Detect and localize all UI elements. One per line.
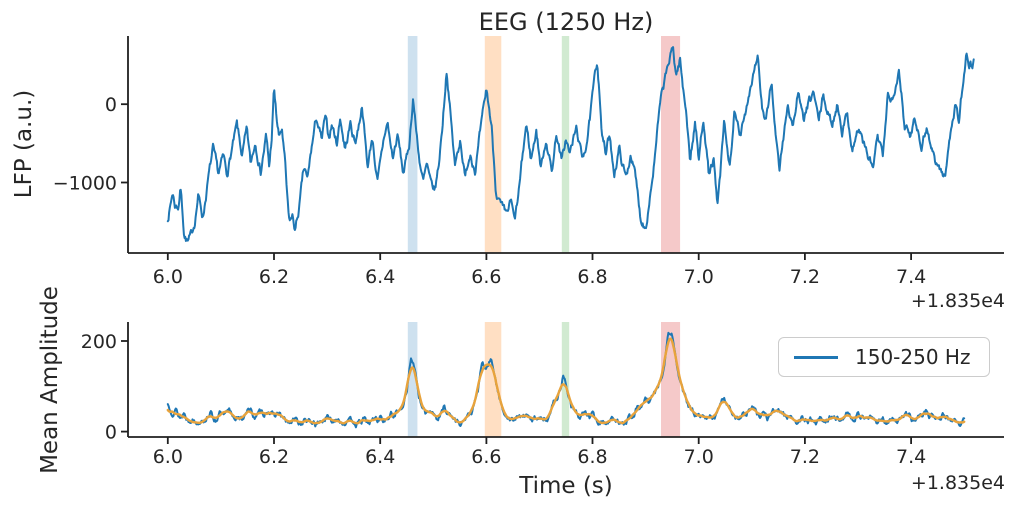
x-tick-label: 6.2	[259, 446, 289, 468]
event-band-1	[407, 36, 418, 253]
event-band-4	[661, 36, 681, 253]
y-tick-label: 200	[81, 331, 117, 353]
event-band-2	[484, 322, 502, 437]
x-tick-label: 6.2	[259, 266, 289, 288]
event-band-1	[407, 322, 418, 437]
bottom-x-axis-offset-text: +1.835e4	[910, 472, 1005, 494]
legend-label: 150-250 Hz	[855, 345, 971, 369]
x-tick-label: 7.0	[684, 266, 714, 288]
amplitude-smoothed-trace	[166, 337, 966, 425]
x-tick-label: 6.0	[153, 266, 183, 288]
x-tick-label: 7.4	[896, 266, 926, 288]
bottom-axes: 6.0 6.2 6.4 6.6 6.8 7.0 7.2 7.4 0 200	[81, 322, 1004, 468]
top-y-axis-label: LFP (a.u.)	[11, 89, 37, 199]
y-tick-label: −1000	[53, 173, 117, 195]
lfp-trace	[166, 46, 975, 242]
bottom-y-axis-label: Mean Amplitude	[37, 286, 63, 474]
chart-title: EEG (1250 Hz)	[478, 8, 654, 36]
x-tick-label: 6.6	[471, 266, 501, 288]
y-tick-label: 0	[105, 94, 117, 116]
x-tick-label: 6.8	[577, 266, 607, 288]
x-tick-label: 7.2	[790, 266, 820, 288]
x-tick-label: 6.6	[471, 446, 501, 468]
x-tick-label: 7.0	[684, 446, 714, 468]
x-tick-label: 6.0	[153, 446, 183, 468]
top-axes: 6.0 6.2 6.4 6.6 6.8 7.0 7.2 7.4 0 −1000	[53, 36, 1004, 288]
x-tick-label: 6.4	[365, 446, 395, 468]
top-x-axis-offset-text: +1.835e4	[910, 290, 1005, 312]
x-axis-label: Time (s)	[519, 473, 613, 499]
y-tick-label: 0	[105, 422, 117, 444]
x-tick-label: 7.4	[896, 446, 926, 468]
x-tick-label: 7.2	[790, 446, 820, 468]
x-tick-label: 6.8	[577, 446, 607, 468]
legend-line-swatch	[794, 355, 838, 359]
legend: 150-250 Hz	[778, 337, 990, 377]
x-tick-label: 6.4	[365, 266, 395, 288]
